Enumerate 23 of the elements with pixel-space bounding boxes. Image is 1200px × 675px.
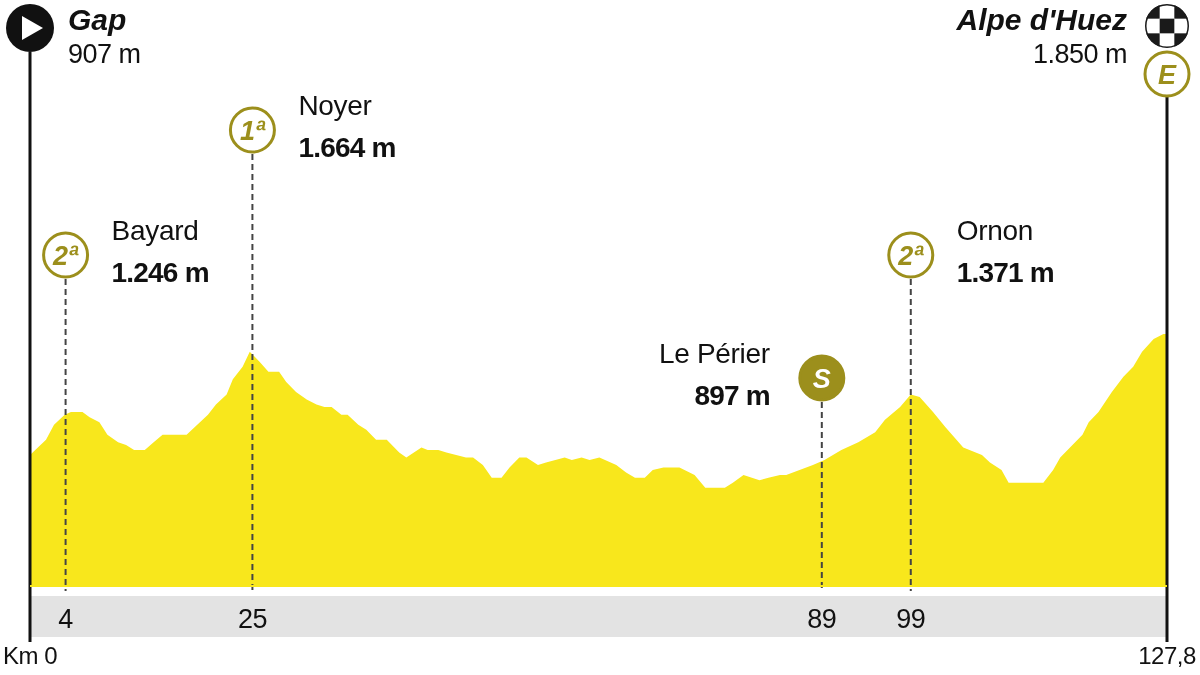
x-tick-label: 25 bbox=[237, 604, 267, 634]
text: E bbox=[1157, 60, 1177, 90]
text: Gap bbox=[68, 3, 127, 36]
annotation: 897 m bbox=[694, 380, 770, 411]
text: Noyer bbox=[298, 90, 372, 121]
text: 1.850 m bbox=[1032, 39, 1127, 69]
text: 2ª bbox=[52, 241, 80, 271]
text: Alpe d'Huez bbox=[955, 3, 1127, 36]
text: Bayard bbox=[111, 215, 199, 246]
text: 1.246 m bbox=[111, 257, 209, 288]
x-tick-label: 99 bbox=[896, 604, 926, 634]
annotation: Le Périer bbox=[658, 338, 770, 369]
annotation: S bbox=[812, 364, 831, 394]
text: Km 0 bbox=[2, 642, 58, 669]
text: 907 m bbox=[68, 39, 141, 69]
x-tick-label: 4 bbox=[58, 604, 74, 634]
text: 2ª bbox=[897, 241, 925, 271]
x-tick-label: 89 bbox=[807, 604, 837, 634]
text: 127,8 bbox=[1138, 642, 1196, 669]
text: Ornon bbox=[956, 215, 1034, 246]
text: 1ª bbox=[239, 116, 266, 146]
text: 1.664 m bbox=[298, 132, 396, 163]
text: 1.371 m bbox=[956, 257, 1054, 288]
